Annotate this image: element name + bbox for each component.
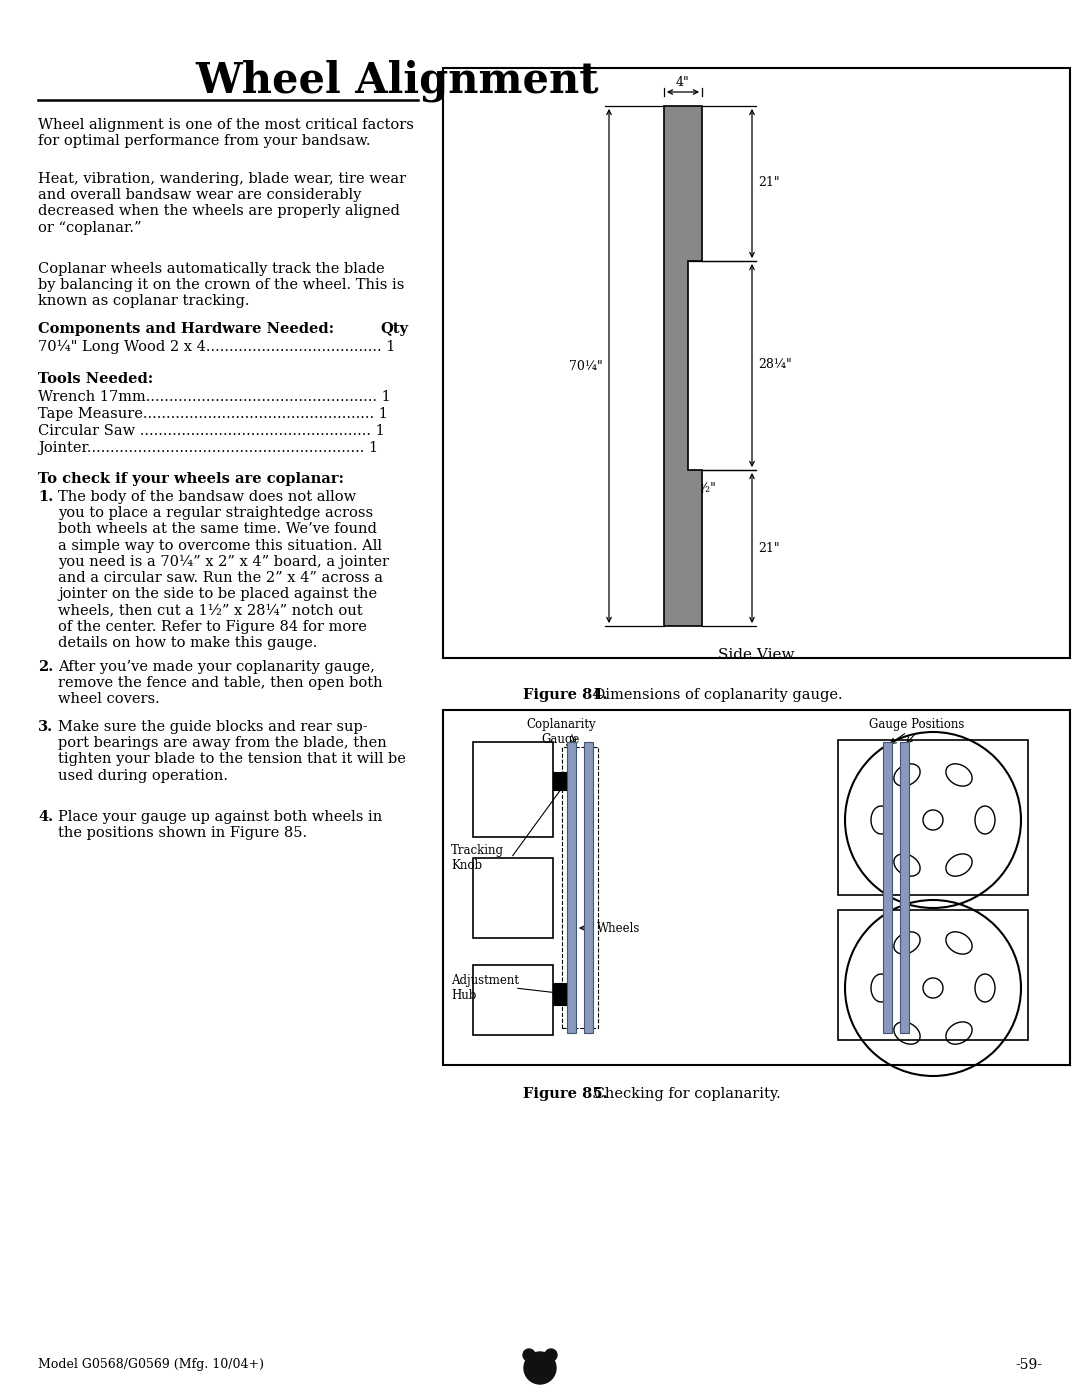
Text: 70¼": 70¼" xyxy=(569,359,603,373)
Bar xyxy=(838,740,1028,895)
Text: -59-: -59- xyxy=(1015,1358,1042,1372)
Text: 3.: 3. xyxy=(38,719,53,733)
Text: Make sure the guide blocks and rear sup-
port bearings are away from the blade, : Make sure the guide blocks and rear sup-… xyxy=(58,719,406,782)
Text: 4": 4" xyxy=(676,75,690,89)
Polygon shape xyxy=(664,106,702,626)
Text: Components and Hardware Needed:: Components and Hardware Needed: xyxy=(38,321,334,337)
Text: Wrench 17mm.................................................. 1: Wrench 17mm.............................… xyxy=(38,390,391,404)
Bar xyxy=(584,742,593,1032)
Text: Wheels: Wheels xyxy=(597,922,640,935)
Text: 1½": 1½" xyxy=(690,482,716,495)
Bar xyxy=(473,742,553,837)
Text: Adjustment
Hub: Adjustment Hub xyxy=(451,974,519,1002)
Text: Tape Measure.................................................. 1: Tape Measure............................… xyxy=(38,407,388,420)
Text: Figure 84.: Figure 84. xyxy=(523,687,607,703)
Bar xyxy=(900,742,909,1032)
Bar xyxy=(838,909,1028,1039)
Text: 1.: 1. xyxy=(38,490,53,504)
Text: Wheel alignment is one of the most critical factors
for optimal performance from: Wheel alignment is one of the most criti… xyxy=(38,117,414,148)
Text: Place your gauge up against both wheels in
the positions shown in Figure 85.: Place your gauge up against both wheels … xyxy=(58,810,382,840)
Text: 4.: 4. xyxy=(38,810,53,824)
Bar xyxy=(553,773,567,789)
Text: 21": 21" xyxy=(758,176,780,190)
Bar xyxy=(443,68,1070,658)
Bar xyxy=(553,983,567,1004)
Text: 2.: 2. xyxy=(38,659,53,673)
Bar xyxy=(883,742,892,1032)
Text: Side View: Side View xyxy=(718,648,794,662)
Text: Heat, vibration, wandering, blade wear, tire wear
and overall bandsaw wear are c: Heat, vibration, wandering, blade wear, … xyxy=(38,172,406,235)
Text: 28¼": 28¼" xyxy=(758,359,792,372)
Text: 70¼" Long Wood 2 x 4...................................... 1: 70¼" Long Wood 2 x 4....................… xyxy=(38,339,395,355)
Text: Tracking
Knob: Tracking Knob xyxy=(451,844,504,872)
Text: Coplanar wheels automatically track the blade
by balancing it on the crown of th: Coplanar wheels automatically track the … xyxy=(38,263,404,309)
Bar xyxy=(473,965,553,1035)
Text: The body of the bandsaw does not allow
you to place a regular straightedge acros: The body of the bandsaw does not allow y… xyxy=(58,490,389,650)
Text: Dimensions of coplanarity gauge.: Dimensions of coplanarity gauge. xyxy=(589,687,842,703)
Circle shape xyxy=(524,1352,556,1384)
Text: Figure 85.: Figure 85. xyxy=(523,1087,607,1101)
Text: Wheel Alignment: Wheel Alignment xyxy=(195,60,598,102)
Text: Coplanarity
Gauge: Coplanarity Gauge xyxy=(526,718,596,746)
Circle shape xyxy=(523,1350,535,1361)
Text: To check if your wheels are coplanar:: To check if your wheels are coplanar: xyxy=(38,472,345,486)
Bar xyxy=(443,710,1070,1065)
Bar xyxy=(562,747,598,1028)
Text: Tools Needed:: Tools Needed: xyxy=(38,372,153,386)
Circle shape xyxy=(545,1350,557,1361)
Text: 21": 21" xyxy=(758,542,780,555)
Text: Jointer............................................................ 1: Jointer.................................… xyxy=(38,441,378,455)
Text: After you’ve made your coplanarity gauge,
remove the fence and table, then open : After you’ve made your coplanarity gauge… xyxy=(58,659,382,707)
Bar xyxy=(567,742,576,1032)
Text: Gauge Positions: Gauge Positions xyxy=(869,718,964,731)
Text: Checking for coplanarity.: Checking for coplanarity. xyxy=(589,1087,781,1101)
Bar xyxy=(473,858,553,937)
Text: Circular Saw .................................................. 1: Circular Saw ...........................… xyxy=(38,425,384,439)
Text: Model G0568/G0569 (Mfg. 10/04+): Model G0568/G0569 (Mfg. 10/04+) xyxy=(38,1358,264,1370)
Text: Qty: Qty xyxy=(380,321,408,337)
